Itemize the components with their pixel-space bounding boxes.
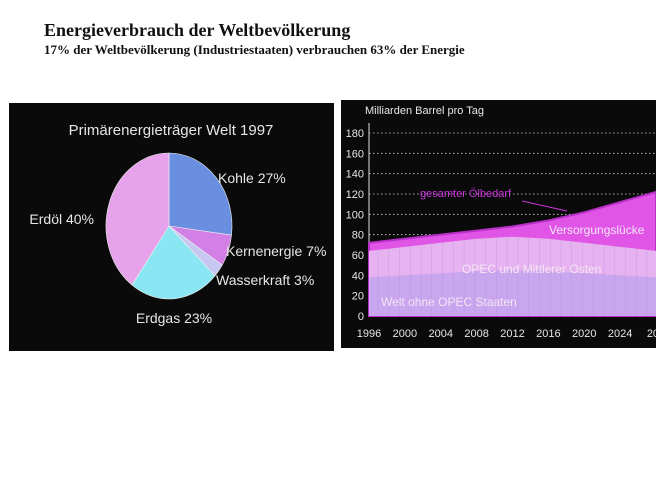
x-tick-label: 2000 — [393, 328, 417, 340]
pie-slice-label: Wasserkraft 3% — [216, 272, 314, 288]
x-tick-label: 2020 — [572, 328, 596, 340]
pie-slice-label: Kohle 27% — [218, 170, 286, 186]
pie-chart: Primärenergieträger Welt 1997 Kohle 27% K… — [29, 122, 326, 326]
y-tick-label: 60 — [352, 250, 364, 262]
chart-annotation: Versorgungslücke — [549, 223, 645, 237]
y-tick-label: 140 — [346, 169, 364, 181]
chart-annotation: OPEC und Mittlerer Osten — [462, 262, 601, 276]
y-tick-label: 20 — [352, 291, 364, 303]
x-tick-label: 202 — [647, 328, 656, 340]
area-chart-panel: Milliarden Barrel pro Tag 0 20 40 60 80 100 12… — [341, 100, 656, 348]
y-tick-label: 100 — [346, 209, 364, 221]
x-tick-label: 2008 — [464, 328, 488, 340]
pie-slice-label: Kernenergie 7% — [226, 243, 326, 259]
chart-annotation: Welt ohne OPEC Staaten — [381, 295, 517, 309]
annotation-leader-line — [521, 200, 568, 212]
area-chart: Milliarden Barrel pro Tag 0 20 40 60 80 100 12… — [346, 105, 656, 340]
y-tick-label: 180 — [346, 128, 364, 140]
pie-slice-label: Erdöl 40% — [29, 211, 94, 227]
x-tick-label: 2012 — [500, 328, 524, 340]
x-tick-label: 2004 — [429, 328, 453, 340]
x-tick-label: 1996 — [357, 328, 381, 340]
y-tick-label: 120 — [346, 189, 364, 201]
y-tick-label: 40 — [352, 270, 364, 282]
pie-slice-label: Erdgas 23% — [136, 310, 212, 326]
y-tick-label: 80 — [352, 230, 364, 242]
document-title: Energieverbrauch der Weltbevölkerung — [44, 20, 351, 40]
x-tick-label: 2024 — [608, 328, 632, 340]
y-axis-label: Milliarden Barrel pro Tag — [365, 105, 484, 117]
pie-chart-title: Primärenergieträger Welt 1997 — [69, 122, 274, 139]
y-tick-label: 0 — [358, 311, 364, 323]
document-subtitle: 17% der Weltbevölkerung (Industriestaate… — [44, 42, 465, 57]
pie-slice — [168, 152, 233, 236]
pie-chart-panel: Primärenergieträger Welt 1997 Kohle 27% K… — [9, 103, 334, 351]
pie-slice — [105, 152, 170, 286]
y-tick-label: 160 — [346, 148, 364, 160]
pie-slice — [131, 225, 216, 300]
chart-annotation: gesamter Ölbedarf — [420, 188, 512, 200]
area-series — [369, 270, 656, 316]
x-tick-label: 2016 — [536, 328, 560, 340]
